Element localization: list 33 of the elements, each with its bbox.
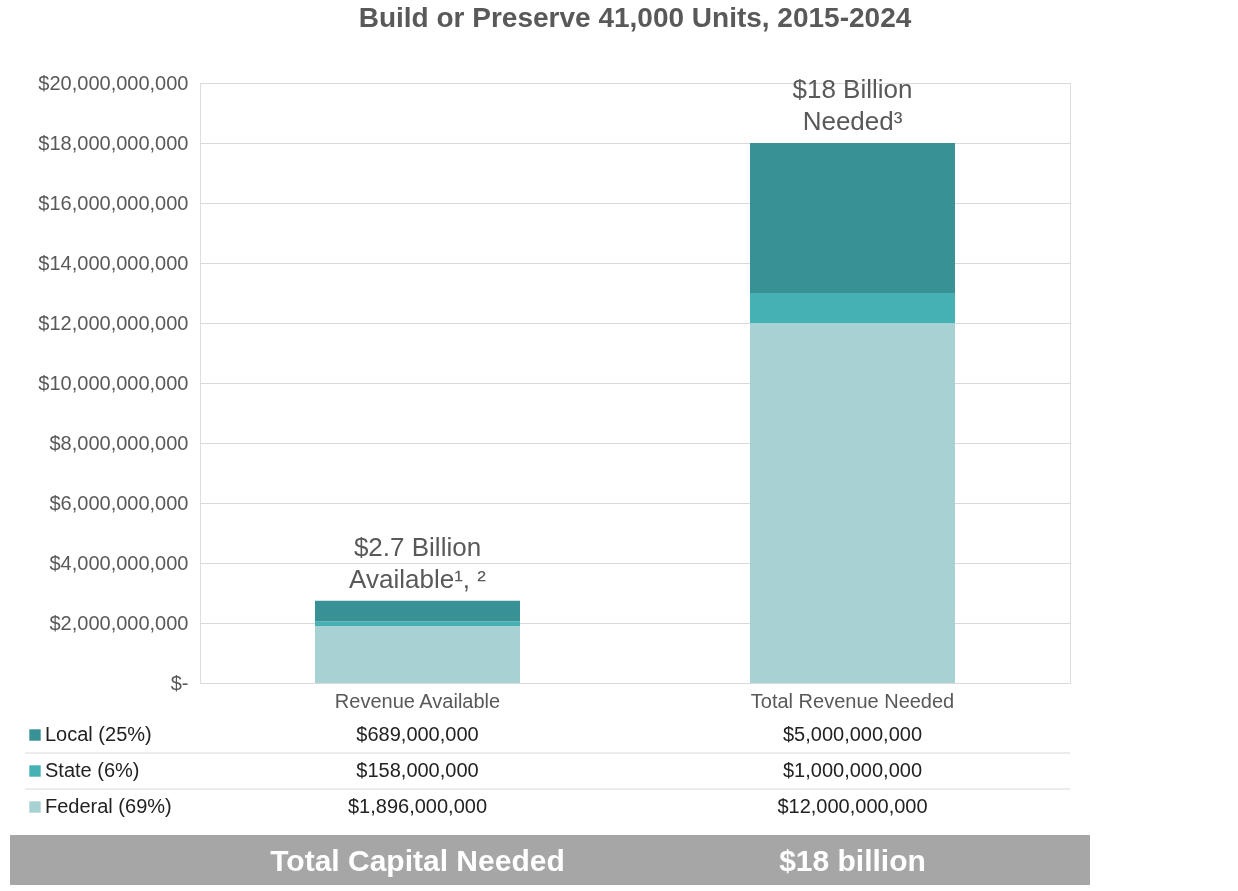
y-tick-label: $16,000,000,000 [38,191,189,214]
y-tick-label: $4,000,000,000 [49,551,189,574]
bar [315,626,520,683]
annotation: $18 Billion Needed³ [792,74,913,136]
bar [315,621,520,627]
legend-label: Federal (69%) [45,795,172,817]
x-tick-label: Revenue Available [334,689,501,712]
y-tick-label: $- [170,671,189,694]
y-tick-label: $8,000,000,000 [49,431,189,454]
data-label: $689,000,000 [356,723,479,745]
bar [750,143,955,293]
data-label: $5,000,000,000 [782,723,923,745]
text: Total Capital Needed [270,844,565,877]
x-tick-label: Total Revenue Needed [750,689,955,712]
annotation: $2.7 Billion Available¹, ² [349,531,487,594]
y-tick-label: $2,000,000,000 [49,611,189,634]
y-tick-label: $6,000,000,000 [49,491,189,514]
data-label: $1,000,000,000 [782,759,923,781]
y-tick-label: $14,000,000,000 [38,251,189,274]
legend-label: State (6%) [45,759,140,781]
data-label: $12,000,000,000 [777,795,928,817]
legend-label: Local (25%) [45,723,152,745]
data-label: $158,000,000 [356,759,479,781]
chart-title: Build or Preserve 41,000 Units, 2015-2024 [358,2,912,33]
y-tick-label: $10,000,000,000 [38,371,189,394]
y-tick-label: $20,000,000,000 [38,71,189,94]
data-label: $1,896,000,000 [347,795,488,817]
y-tick-label: $18,000,000,000 [38,131,189,154]
bar [750,293,955,323]
bar [315,600,520,622]
y-tick-label: $12,000,000,000 [38,311,189,334]
bar [750,323,955,683]
text: $18 billion [779,844,926,877]
